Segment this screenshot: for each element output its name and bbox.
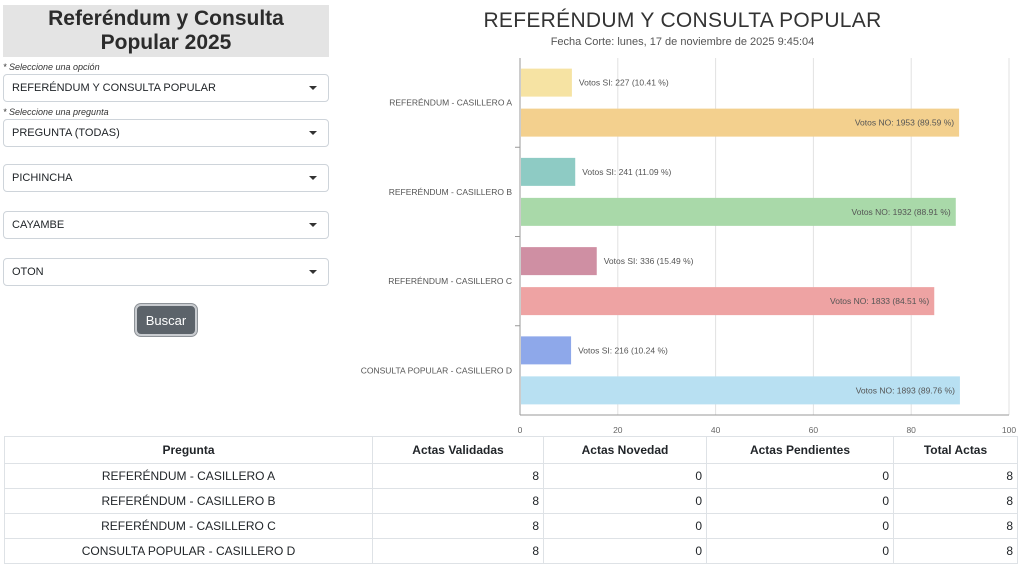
filter-panel: Referéndum y Consulta Popular 2025 * Sel… xyxy=(3,5,329,336)
province-select[interactable]: PICHINCHA xyxy=(3,164,329,192)
bar-votos-si xyxy=(521,68,572,97)
parish-select-value: OTON xyxy=(12,266,44,278)
cell-pregunta: REFERÉNDUM - CASILLERO A xyxy=(4,463,373,489)
search-button[interactable]: Buscar xyxy=(135,304,197,336)
chevron-down-icon xyxy=(309,131,317,135)
question-select-value: PREGUNTA (TODAS) xyxy=(12,127,120,139)
table-row: REFERÉNDUM - CASILLERO C 8 0 0 8 xyxy=(4,513,1018,539)
chart-title: REFERÉNDUM Y CONSULTA POPULAR xyxy=(483,9,882,32)
parish-select[interactable]: OTON xyxy=(3,258,329,286)
cell-actas-novedad: 0 xyxy=(543,488,707,514)
bar-votos-no xyxy=(521,197,956,226)
province-select-value: PICHINCHA xyxy=(12,172,73,184)
app-title: Referéndum y Consulta Popular 2025 xyxy=(3,5,329,57)
x-tick-label: 100 xyxy=(1002,425,1016,435)
canton-select-value: CAYAMBE xyxy=(12,219,65,231)
option-select-value: REFERÉNDUM Y CONSULTA POPULAR xyxy=(12,82,216,94)
category-label: REFERÉNDUM - CASILLERO A xyxy=(389,98,512,108)
column-header-total-actas: Total Actas xyxy=(893,436,1018,464)
table-row: CONSULTA POPULAR - CASILLERO D 8 0 0 8 xyxy=(4,538,1018,564)
cell-actas-novedad: 0 xyxy=(543,513,707,539)
table-header-row: Pregunta Actas Validadas Actas Novedad A… xyxy=(4,436,1018,464)
bar-label-votos-si: Votos SI: 216 (10.24 %) xyxy=(578,345,668,355)
column-header-actas-novedad: Actas Novedad xyxy=(543,436,707,464)
bar-label-votos-no: Votos NO: 1953 (89.59 %) xyxy=(855,118,954,128)
cell-actas-pendientes: 0 xyxy=(706,488,894,514)
column-header-pregunta: Pregunta xyxy=(4,436,373,464)
chevron-down-icon xyxy=(309,223,317,227)
cell-pregunta: REFERÉNDUM - CASILLERO B xyxy=(4,488,373,514)
chevron-down-icon xyxy=(309,270,317,274)
cell-actas-pendientes: 0 xyxy=(706,538,894,564)
bar-votos-no xyxy=(521,287,935,316)
table-row: REFERÉNDUM - CASILLERO A 8 0 0 8 xyxy=(4,463,1018,489)
category-label: CONSULTA POPULAR - CASILLERO D xyxy=(361,365,512,375)
cell-actas-pendientes: 0 xyxy=(706,513,894,539)
cell-actas-novedad: 0 xyxy=(543,463,707,489)
cell-actas-novedad: 0 xyxy=(543,538,707,564)
column-header-actas-pendientes: Actas Pendientes xyxy=(706,436,894,464)
bar-label-votos-no: Votos NO: 1893 (89.76 %) xyxy=(856,385,955,395)
cell-pregunta: CONSULTA POPULAR - CASILLERO D xyxy=(4,538,373,564)
bar-votos-no xyxy=(521,108,960,137)
cell-total-actas: 8 xyxy=(893,463,1018,489)
bar-label-votos-si: Votos SI: 241 (11.09 %) xyxy=(582,167,671,177)
category-label: REFERÉNDUM - CASILLERO C xyxy=(388,276,512,286)
x-tick-label: 80 xyxy=(906,425,916,435)
x-tick-label: 0 xyxy=(518,425,523,435)
chevron-down-icon xyxy=(309,86,317,90)
cell-total-actas: 8 xyxy=(893,538,1018,564)
question-label: * Seleccione una pregunta xyxy=(3,107,109,117)
table-row: REFERÉNDUM - CASILLERO B 8 0 0 8 xyxy=(4,488,1018,514)
bar-votos-no xyxy=(521,376,960,405)
cell-actas-validadas: 8 xyxy=(372,538,544,564)
results-bar-chart: 0 20 40 60 80 100 REFERÉNDUM - CASILLERO A Voto… xyxy=(361,58,1016,435)
cell-actas-validadas: 8 xyxy=(372,488,544,514)
x-tick-label: 20 xyxy=(613,425,623,435)
bar-votos-si xyxy=(521,247,597,276)
column-header-actas-validadas: Actas Validadas xyxy=(372,436,544,464)
bar-label-votos-si: Votos SI: 336 (15.49 %) xyxy=(604,256,694,266)
canton-select[interactable]: CAYAMBE xyxy=(3,211,329,239)
cell-actas-validadas: 8 xyxy=(372,513,544,539)
cell-total-actas: 8 xyxy=(893,513,1018,539)
x-tick-label: 40 xyxy=(711,425,721,435)
option-select[interactable]: REFERÉNDUM Y CONSULTA POPULAR xyxy=(3,74,329,102)
summary-table: Pregunta Actas Validadas Actas Novedad A… xyxy=(4,436,1018,564)
question-select[interactable]: PREGUNTA (TODAS) xyxy=(3,119,329,147)
chart-subtitle: Fecha Corte: lunes, 17 de noviembre de 2… xyxy=(550,36,815,48)
chevron-down-icon xyxy=(309,176,317,180)
cell-actas-pendientes: 0 xyxy=(706,463,894,489)
cell-total-actas: 8 xyxy=(893,488,1018,514)
category-label: REFERÉNDUM - CASILLERO B xyxy=(389,187,513,197)
bar-votos-si xyxy=(521,157,576,186)
bar-label-votos-no: Votos NO: 1833 (84.51 %) xyxy=(830,296,929,306)
bar-label-votos-no: Votos NO: 1932 (88.91 %) xyxy=(852,207,951,217)
bar-label-votos-si: Votos SI: 227 (10.41 %) xyxy=(579,78,669,88)
x-tick-label: 60 xyxy=(809,425,819,435)
bar-votos-si xyxy=(521,336,572,365)
cell-pregunta: REFERÉNDUM - CASILLERO C xyxy=(4,513,373,539)
option-label: * Seleccione una opción xyxy=(3,62,100,72)
cell-actas-validadas: 8 xyxy=(372,463,544,489)
